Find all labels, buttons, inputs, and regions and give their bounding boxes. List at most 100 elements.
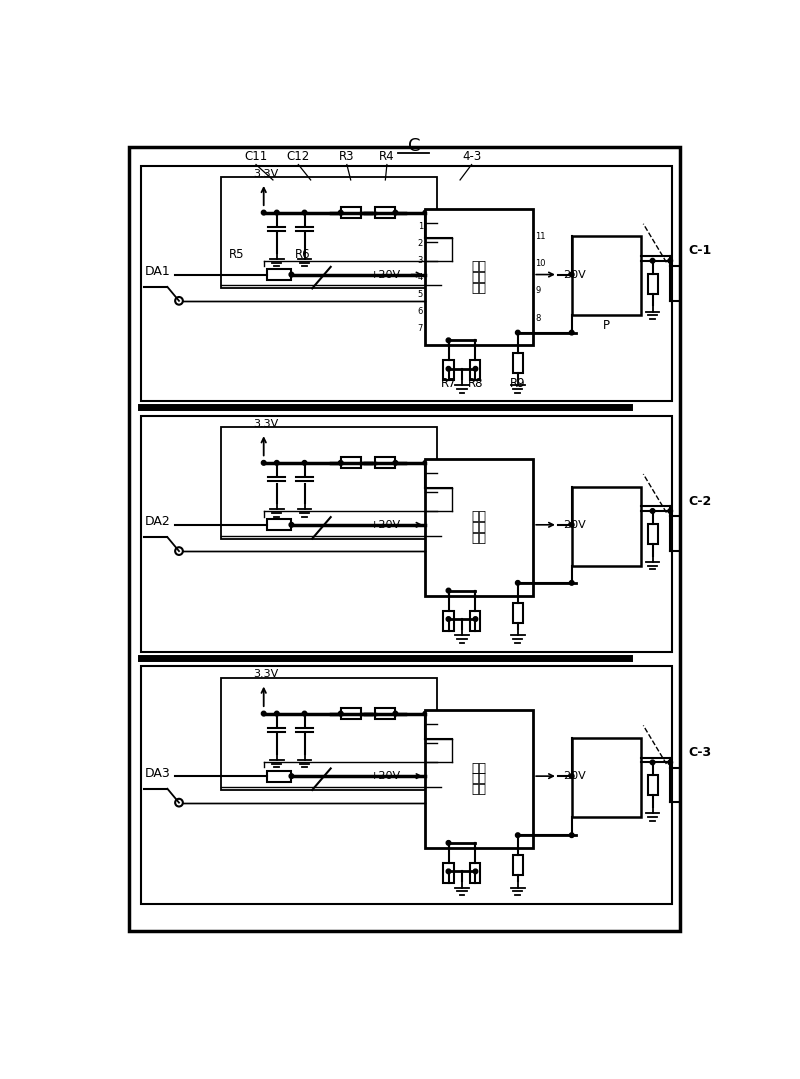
Bar	[129, 147, 679, 931]
Text: 5: 5	[418, 290, 423, 299]
Circle shape	[446, 869, 451, 874]
Circle shape	[570, 272, 574, 277]
Text: -20V: -20V	[560, 270, 586, 279]
Text: 1: 1	[418, 221, 423, 231]
Bar	[341, 457, 361, 468]
Text: +20V: +20V	[370, 270, 401, 279]
Text: C-1: C-1	[689, 244, 712, 257]
Text: R8: R8	[468, 377, 483, 390]
Text: R4: R4	[379, 150, 394, 163]
Circle shape	[274, 461, 279, 465]
Circle shape	[423, 461, 428, 465]
Text: R7: R7	[441, 377, 456, 390]
Bar	[647, 524, 658, 544]
Circle shape	[570, 522, 574, 528]
Text: C11: C11	[244, 150, 268, 163]
Text: 放大: 放大	[472, 282, 486, 295]
Circle shape	[262, 210, 266, 215]
Bar	[222, 177, 437, 288]
Circle shape	[668, 508, 673, 514]
Circle shape	[570, 833, 574, 837]
Circle shape	[289, 272, 294, 277]
Circle shape	[393, 711, 398, 715]
Circle shape	[423, 711, 428, 715]
Text: 4: 4	[418, 273, 423, 282]
Circle shape	[570, 774, 574, 778]
Circle shape	[274, 711, 279, 715]
Bar	[141, 415, 672, 652]
Circle shape	[570, 330, 574, 334]
Circle shape	[446, 367, 451, 371]
Circle shape	[423, 210, 428, 215]
Text: 10: 10	[535, 259, 546, 269]
Text: 芯片: 芯片	[472, 762, 486, 775]
Text: C12: C12	[286, 150, 310, 163]
Text: 8: 8	[535, 314, 541, 323]
Text: 3.3V: 3.3V	[254, 669, 278, 680]
Text: 驱动: 驱动	[472, 271, 486, 284]
Text: +20V: +20V	[370, 771, 401, 781]
Circle shape	[473, 869, 478, 874]
Circle shape	[302, 461, 307, 465]
Bar	[222, 427, 437, 538]
Circle shape	[338, 210, 343, 215]
Circle shape	[302, 210, 307, 215]
Text: 7: 7	[418, 324, 423, 333]
Bar	[375, 708, 395, 719]
Circle shape	[650, 760, 655, 765]
Bar	[572, 487, 641, 565]
Bar	[443, 611, 454, 630]
Text: -20V: -20V	[560, 520, 586, 530]
Bar	[443, 863, 454, 883]
Bar	[443, 360, 454, 380]
Text: 放大: 放大	[472, 783, 486, 796]
Circle shape	[515, 581, 520, 585]
Circle shape	[338, 461, 343, 465]
Circle shape	[650, 508, 655, 514]
Text: R5: R5	[229, 247, 245, 261]
Bar	[426, 460, 534, 596]
Bar	[470, 360, 481, 380]
Text: DA3: DA3	[144, 766, 170, 779]
Text: 6: 6	[418, 306, 423, 316]
Bar	[375, 207, 395, 218]
Bar	[647, 274, 658, 293]
Text: 9: 9	[535, 286, 541, 296]
Circle shape	[289, 774, 294, 778]
Text: 芯片: 芯片	[472, 260, 486, 273]
Circle shape	[668, 258, 673, 263]
Circle shape	[515, 330, 520, 334]
Bar	[266, 770, 291, 781]
Text: 芯片: 芯片	[472, 510, 486, 523]
Bar	[266, 519, 291, 530]
Circle shape	[289, 522, 294, 528]
Circle shape	[302, 711, 307, 715]
Bar	[141, 166, 672, 401]
Bar	[426, 710, 534, 848]
Text: R6: R6	[294, 247, 310, 261]
Text: P: P	[603, 319, 610, 332]
Circle shape	[473, 367, 478, 371]
Bar	[513, 603, 523, 623]
Circle shape	[446, 338, 451, 343]
Bar	[222, 678, 437, 790]
Bar	[470, 611, 481, 630]
Text: DA2: DA2	[144, 515, 170, 528]
Circle shape	[274, 210, 279, 215]
Circle shape	[338, 711, 343, 715]
Text: C-3: C-3	[689, 746, 712, 759]
Text: DA1: DA1	[144, 264, 170, 277]
Text: 3: 3	[418, 256, 423, 264]
Circle shape	[262, 461, 266, 465]
Circle shape	[446, 841, 451, 845]
Text: R3: R3	[339, 150, 354, 163]
Bar	[341, 708, 361, 719]
Bar	[341, 207, 361, 218]
Circle shape	[570, 581, 574, 585]
Text: C-2: C-2	[689, 494, 712, 507]
Bar	[572, 738, 641, 818]
Text: 驱动: 驱动	[472, 521, 486, 534]
Circle shape	[446, 588, 451, 592]
Text: C: C	[408, 137, 420, 155]
Circle shape	[515, 833, 520, 837]
